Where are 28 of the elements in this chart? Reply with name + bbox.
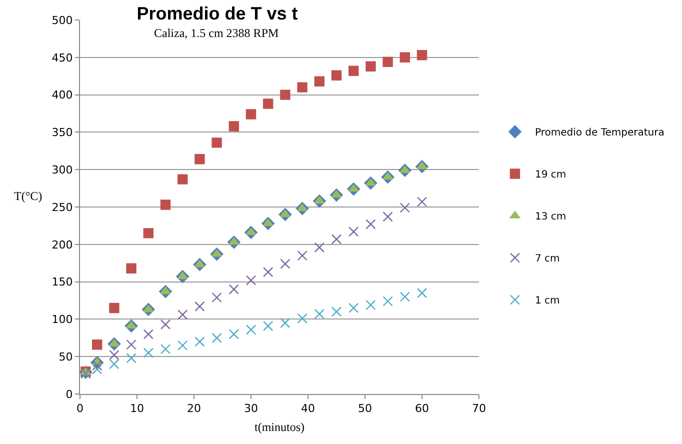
x-tick-label: 30 [244, 402, 258, 416]
y-tick-label: 100 [52, 313, 73, 326]
y-tick-label: 50 [58, 350, 73, 364]
legend-label: 19 cm [534, 170, 566, 181]
legend-label: 1 cm [534, 296, 560, 307]
y-tick-label: 500 [52, 14, 73, 27]
x-tick-label: 0 [76, 402, 84, 416]
y-tick-label: 150 [52, 276, 73, 289]
y-tick-label: 250 [52, 200, 73, 214]
y-tick-label: 450 [52, 51, 73, 64]
legend-label: 7 cm [534, 254, 560, 265]
x-tick-label: 40 [301, 402, 315, 416]
x-tick-label: 50 [358, 402, 372, 416]
y-tick-label: 0 [66, 388, 73, 401]
x-axis-title: t(minutos) [254, 420, 304, 434]
x-tick-label: 70 [472, 402, 486, 416]
legend-label: 13 cm [534, 212, 566, 223]
x-tick-label: 60 [415, 402, 429, 416]
y-axis-title: T(°C) [14, 189, 42, 203]
y-tick-label: 200 [52, 238, 73, 252]
chart-title: Promedio de T vs t [136, 4, 298, 24]
legend-label: Promedio de Temperatura [534, 128, 664, 139]
y-tick-label: 350 [52, 126, 73, 140]
text: Caliza, 1.5 cm 2388 RPM [154, 26, 279, 40]
x-tick-label: 10 [130, 402, 144, 416]
y-tick-label: 300 [52, 163, 73, 176]
x-tick-label: 20 [187, 402, 201, 416]
y-tick-label: 400 [52, 88, 73, 102]
